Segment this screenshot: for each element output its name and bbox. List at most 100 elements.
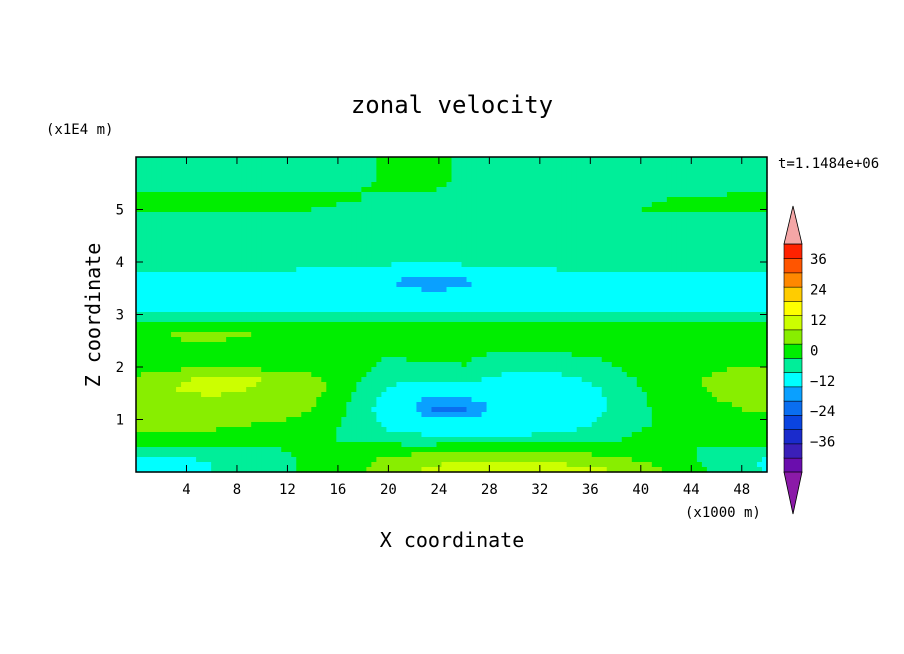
field-cell [356, 282, 362, 288]
field-cell [246, 262, 252, 268]
field-cell [476, 247, 483, 253]
field-cell [716, 192, 723, 198]
field-cell [281, 232, 287, 238]
field-cell [166, 227, 172, 233]
field-cell [716, 262, 723, 268]
field-cell [326, 287, 332, 293]
field-cell [216, 342, 222, 348]
field-cell [391, 197, 398, 203]
field-cell [416, 217, 423, 223]
field-cell [246, 182, 252, 188]
field-cell [346, 162, 352, 168]
field-cell [396, 167, 403, 173]
field-cell [176, 237, 182, 243]
field-cell [616, 207, 623, 213]
field-cell [431, 307, 438, 313]
field-cell [311, 242, 317, 248]
field-cell [746, 262, 753, 268]
field-cell [226, 312, 232, 318]
field-cell [371, 287, 377, 293]
field-cell [691, 162, 698, 168]
field-cell [536, 297, 543, 303]
field-cell [381, 252, 387, 258]
field-cell [241, 352, 247, 358]
field-cell [541, 212, 548, 218]
field-cell [276, 217, 282, 223]
field-cell [666, 322, 673, 328]
field-cell [396, 207, 403, 213]
field-cell [591, 177, 598, 183]
field-cell [506, 177, 513, 183]
field-cell [406, 222, 413, 228]
field-cell [511, 337, 518, 343]
field-cell [321, 257, 327, 263]
field-cell [641, 197, 648, 203]
field-cell [466, 322, 473, 328]
field-cell [246, 312, 252, 318]
field-cell [581, 172, 588, 178]
field-cell [576, 202, 583, 208]
field-cell [701, 267, 708, 273]
field-cell [326, 272, 332, 278]
field-cell [426, 252, 433, 258]
field-cell [296, 272, 302, 278]
field-cell [501, 222, 508, 228]
field-cell [151, 182, 157, 188]
field-cell [531, 352, 538, 358]
field-cell [561, 232, 568, 238]
field-cell [596, 182, 603, 188]
field-cell [186, 282, 192, 288]
field-cell [181, 157, 187, 163]
field-cell [676, 167, 683, 173]
field-cell [396, 157, 403, 163]
field-cell [136, 292, 142, 298]
field-cell [206, 267, 212, 273]
field-cell [441, 302, 448, 308]
field-cell [536, 162, 543, 168]
field-cell [501, 237, 508, 243]
field-cell [626, 232, 633, 238]
field-cell [741, 302, 748, 308]
field-cell [426, 197, 433, 203]
field-cell [156, 322, 162, 328]
field-cell [171, 222, 177, 228]
field-cell [191, 227, 197, 233]
field-cell [216, 202, 222, 208]
field-cell [411, 202, 418, 208]
field-cell [196, 317, 202, 323]
field-cell [746, 332, 753, 338]
field-cell [651, 322, 658, 328]
field-cell [356, 177, 362, 183]
field-cell [636, 312, 643, 318]
field-cell [331, 202, 337, 208]
field-cell [501, 202, 508, 208]
field-cell [706, 157, 713, 163]
field-cell [621, 297, 628, 303]
field-cell [141, 237, 147, 243]
field-cell [366, 352, 372, 358]
field-cell [191, 197, 197, 203]
field-cell [351, 297, 357, 303]
field-cell [646, 287, 653, 293]
field-cell [391, 202, 398, 208]
field-cell [401, 262, 408, 268]
field-cell [376, 317, 382, 323]
field-cell [696, 267, 703, 273]
field-cell [221, 312, 227, 318]
field-cell [586, 187, 593, 193]
field-cell [176, 232, 182, 238]
field-cell [201, 227, 207, 233]
field-cell [496, 312, 503, 318]
field-cell [356, 292, 362, 298]
field-cell [296, 162, 302, 168]
field-cell [551, 302, 558, 308]
field-cell [286, 192, 292, 198]
field-cell [656, 322, 663, 328]
field-cell [506, 197, 513, 203]
field-cell [356, 232, 362, 238]
field-cell [761, 217, 768, 223]
field-cell [571, 347, 578, 353]
field-cell [446, 217, 453, 223]
field-cell [651, 207, 658, 213]
field-cell [421, 267, 428, 273]
